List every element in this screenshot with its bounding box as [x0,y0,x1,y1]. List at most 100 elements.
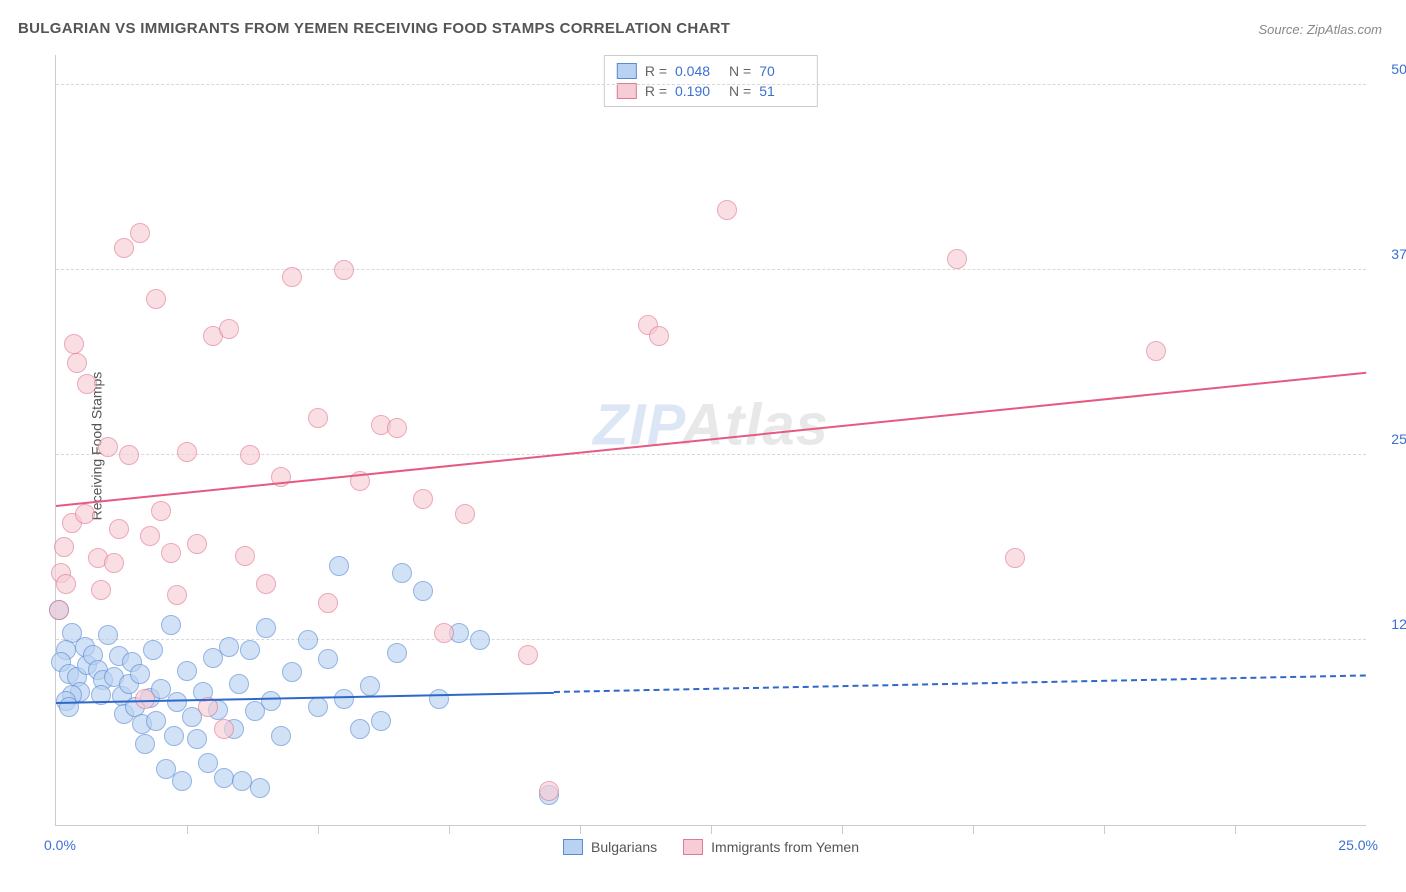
data-point [187,534,207,554]
data-point [214,768,234,788]
legend-label-1: Immigrants from Yemen [711,839,859,855]
data-point [1146,341,1166,361]
data-point [350,719,370,739]
data-point [214,719,234,739]
x-tick [1104,826,1105,834]
data-point [1005,548,1025,568]
watermark-part2: Atlas [682,392,829,457]
data-point [413,581,433,601]
data-point [947,249,967,269]
y-tick-label: 25.0% [1391,431,1406,447]
chart-title: BULGARIAN VS IMMIGRANTS FROM YEMEN RECEI… [18,20,730,37]
data-point [334,689,354,709]
data-point [151,501,171,521]
swatch-icon [617,63,637,79]
data-point [135,734,155,754]
x-tick-label-max: 25.0% [1338,837,1378,853]
data-point [298,630,318,650]
data-point [219,637,239,657]
x-tick [187,826,188,834]
data-point [229,674,249,694]
data-point [98,625,118,645]
data-point [232,771,252,791]
stat-n-value-0: 70 [759,63,805,79]
x-tick [580,826,581,834]
data-point [54,537,74,557]
swatch-icon [683,839,703,855]
swatch-icon [617,83,637,99]
data-point [240,445,260,465]
data-point [64,334,84,354]
data-point [146,711,166,731]
swatch-icon [563,839,583,855]
bottom-legend: Bulgarians Immigrants from Yemen [563,839,859,855]
data-point [59,697,79,717]
data-point [717,200,737,220]
stat-r-label: R = [645,83,667,99]
data-point [177,661,197,681]
data-point [261,691,281,711]
data-point [67,353,87,373]
stat-r-value-0: 0.048 [675,63,721,79]
stat-n-value-1: 51 [759,83,805,99]
stats-row-0: R = 0.048 N = 70 [617,61,805,81]
data-point [161,543,181,563]
stats-legend-box: R = 0.048 N = 70 R = 0.190 N = 51 [604,55,818,107]
data-point [387,643,407,663]
data-point [518,645,538,665]
data-point [271,726,291,746]
stat-n-label: N = [729,63,751,79]
data-point [75,504,95,524]
data-point [371,711,391,731]
data-point [109,519,129,539]
x-tick [711,826,712,834]
data-point [91,580,111,600]
data-point [240,640,260,660]
y-tick-label: 37.5% [1391,246,1406,262]
data-point [167,692,187,712]
data-point [161,615,181,635]
data-point [256,574,276,594]
data-point [360,676,380,696]
data-point [308,697,328,717]
data-point [77,374,97,394]
x-tick [318,826,319,834]
data-point [282,662,302,682]
data-point [318,593,338,613]
data-point [539,781,559,801]
data-point [119,445,139,465]
stat-r-value-1: 0.190 [675,83,721,99]
data-point [250,778,270,798]
data-point [282,267,302,287]
x-tick [842,826,843,834]
legend-label-0: Bulgarians [591,839,657,855]
data-point [177,442,197,462]
data-point [434,623,454,643]
data-point [413,489,433,509]
data-point [114,238,134,258]
data-point [429,689,449,709]
data-point [308,408,328,428]
data-point [164,726,184,746]
data-point [649,326,669,346]
data-point [318,649,338,669]
data-point [104,553,124,573]
chart-container: BULGARIAN VS IMMIGRANTS FROM YEMEN RECEI… [0,0,1406,892]
gridline [56,84,1366,85]
data-point [470,630,490,650]
stat-r-label: R = [645,63,667,79]
data-point [172,771,192,791]
data-point [235,546,255,566]
x-tick [1235,826,1236,834]
y-tick-label: 12.5% [1391,616,1406,632]
data-point [98,437,118,457]
data-point [140,526,160,546]
data-point [187,729,207,749]
legend-item-0: Bulgarians [563,839,657,855]
source-label: Source: ZipAtlas.com [1258,22,1382,37]
data-point [387,418,407,438]
y-tick-label: 50.0% [1391,61,1406,77]
data-point [329,556,349,576]
x-tick-label-min: 0.0% [44,837,76,853]
data-point [455,504,475,524]
